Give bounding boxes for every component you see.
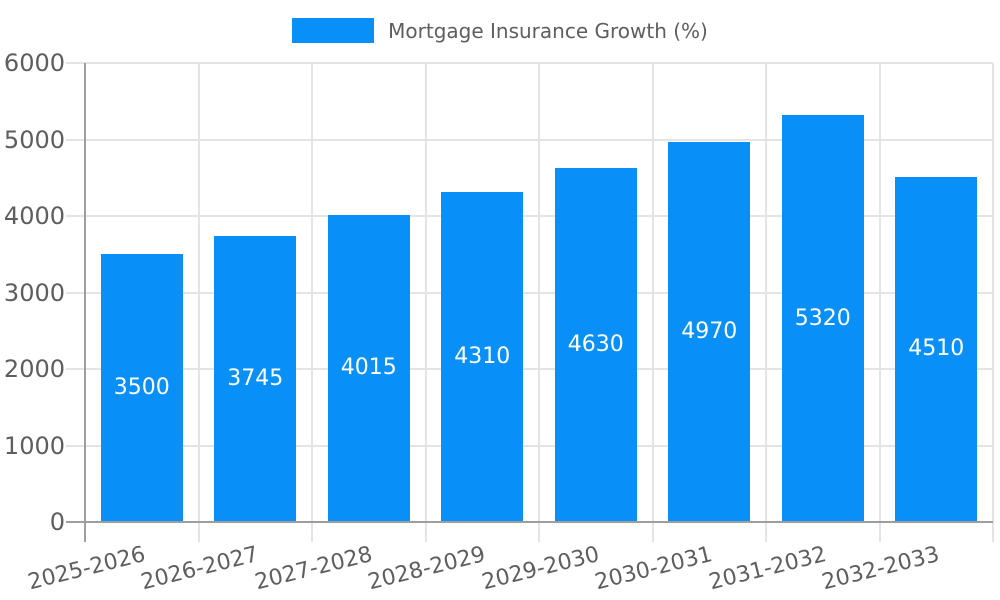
gridline-h (85, 291, 993, 294)
bar (895, 176, 978, 522)
bar-value-label: 4970 (681, 318, 738, 344)
legend-label: Mortgage Insurance Growth (%) (388, 18, 708, 43)
legend: Mortgage Insurance Growth (%) (0, 18, 1000, 43)
tick-mark-y (66, 138, 85, 141)
bar (100, 254, 183, 522)
tick-mark-y (66, 291, 85, 294)
x-tick-label: 2030-2031 (592, 542, 716, 596)
tick-mark-y (66, 62, 85, 64)
x-tick-label: 2027-2028 (252, 542, 375, 596)
bar-value-label: 4310 (454, 344, 511, 370)
gridline-v (651, 63, 654, 542)
y-tick-label: 2000 (3, 355, 65, 383)
y-tick-label: 5000 (3, 125, 65, 154)
y-axis-line (84, 63, 86, 542)
x-tick-label: 2029-2030 (479, 542, 602, 596)
gridline-h (85, 215, 993, 217)
bar-value-label: 3745 (227, 365, 284, 391)
gridline-h (85, 62, 993, 64)
tick-mark-y (66, 368, 85, 370)
y-tick-label: 0 (49, 508, 65, 536)
gridline-v (765, 63, 767, 542)
x-tick-label: 2026-2027 (138, 542, 262, 596)
bar-value-label: 4015 (340, 355, 397, 381)
bar (554, 167, 637, 522)
gridline-h (85, 444, 993, 447)
x-tick-label: 2032-2033 (819, 542, 943, 596)
gridline-h (85, 368, 993, 370)
gridline-v (311, 63, 313, 542)
bar-value-label: 3500 (113, 375, 170, 401)
plot-area: 3500 3745 4015 4310 4630 4970 5320 4510 0 1000 200… (4, 49, 994, 595)
bar-value-label: 4630 (567, 331, 624, 357)
gridline-v (424, 63, 427, 542)
bar-value-label: 4510 (908, 336, 965, 362)
x-tick-label: 2031-2032 (706, 542, 829, 596)
gridline-v (992, 63, 994, 542)
gridline-v (878, 63, 881, 542)
x-tick-label: 2025-2026 (25, 542, 148, 596)
tick-mark-y (66, 444, 85, 447)
y-tick-label: 1000 (3, 431, 65, 460)
y-tick-label: 3000 (3, 278, 65, 307)
bar (781, 115, 864, 522)
bar (327, 214, 410, 522)
legend-swatch (292, 18, 375, 43)
gridline-v (538, 63, 540, 542)
bar (668, 141, 751, 522)
y-tick-label: 6000 (3, 49, 65, 77)
bar (441, 192, 524, 522)
x-axis-zero-line (66, 521, 993, 523)
y-tick-label: 4000 (3, 202, 65, 230)
x-tick-label: 2028-2029 (365, 542, 489, 596)
bar-value-label: 5320 (794, 305, 851, 331)
gridline-h (85, 138, 993, 141)
gridline-v (197, 63, 200, 542)
bar (214, 235, 297, 522)
tick-mark-y (66, 215, 85, 217)
